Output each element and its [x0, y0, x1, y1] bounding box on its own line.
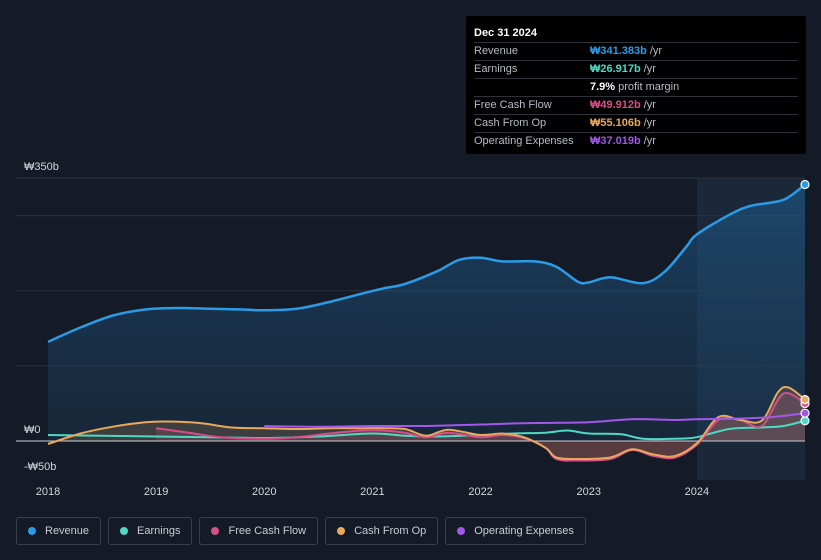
x-tick-label: 2018 [36, 486, 60, 498]
tooltip-row-cash-from-op: Cash From Op ₩55.106b /yr [474, 115, 798, 133]
legend-label: Cash From Op [354, 525, 427, 537]
tooltip-value: ₩37.019b [590, 135, 641, 147]
earnings-endpoint [800, 416, 810, 426]
legend-label: Free Cash Flow [228, 525, 307, 537]
tooltip-row-revenue: Revenue ₩341.383b /yr [474, 43, 798, 61]
tooltip-row-operating-expenses: Operating Expenses ₩37.019b /yr [474, 133, 798, 150]
tooltip-row-earnings: Earnings ₩26.917b /yr [474, 61, 798, 79]
tooltip-label: Earnings [474, 63, 518, 75]
free-cash-flow-area [156, 392, 806, 461]
x-tick-label: 2021 [360, 486, 384, 498]
tooltip-unit: /yr [649, 45, 663, 57]
tooltip-label: Cash From Op [474, 117, 547, 129]
legend-dot-icon [120, 527, 129, 535]
revenue-area [48, 184, 805, 441]
tooltip-label: Operating Expenses [474, 135, 574, 147]
legend-item-operating-expenses[interactable]: Operating Expenses [445, 517, 586, 545]
legend-item-earnings[interactable]: Earnings [108, 517, 193, 545]
legend-label: Operating Expenses [474, 525, 574, 537]
tooltip-unit: /yr [643, 99, 656, 111]
revenue-line [47, 183, 806, 343]
tooltip-unit: /yr [643, 135, 656, 147]
legend-dot-icon [337, 527, 346, 535]
legend-label: Earnings [137, 525, 181, 537]
x-tick-label: 2023 [576, 486, 600, 498]
tooltip-label [474, 79, 590, 96]
x-tick-label: 2020 [252, 486, 276, 498]
x-tick-label: 2019 [144, 486, 168, 498]
tooltip-row-profit-margin: 7.9% profit margin [474, 79, 798, 97]
cash-from-op-endpoint [800, 394, 810, 405]
x-tick-label: 2024 [685, 486, 709, 498]
operating-expenses-line [264, 412, 806, 428]
data-tooltip: Dec 31 2024 Revenue ₩341.383b /yr Earnin… [466, 16, 806, 154]
legend-item-free-cash-flow[interactable]: Free Cash Flow [199, 517, 319, 545]
legend-dot-icon [28, 527, 36, 535]
tooltip-value: ₩341.383b [590, 45, 647, 57]
legend-dot-icon [457, 527, 466, 535]
tooltip-unit: profit margin [618, 81, 680, 93]
legend-item-revenue[interactable]: Revenue [16, 517, 102, 545]
tooltip-label: Revenue [474, 45, 519, 57]
tooltip-value: ₩55.106b [590, 117, 641, 129]
y-label-top: ₩350b [24, 161, 59, 173]
tooltip-unit: /yr [643, 63, 656, 75]
x-tick-label: 2022 [468, 486, 492, 498]
tooltip-unit: /yr [643, 117, 656, 129]
chart-legend: Revenue Earnings Free Cash Flow Cash Fro… [16, 517, 593, 545]
tooltip-date: Dec 31 2024 [474, 24, 798, 43]
legend-item-cash-from-op[interactable]: Cash From Op [325, 517, 439, 545]
y-label-zero: ₩0 [24, 424, 41, 436]
operating-expenses-endpoint [800, 408, 810, 418]
y-label-bottom: -₩50b [24, 461, 56, 473]
tooltip-label: Free Cash Flow [474, 99, 552, 111]
legend-dot-icon [211, 527, 220, 535]
tooltip-value: ₩26.917b [590, 63, 641, 75]
revenue-endpoint [800, 179, 810, 190]
tooltip-value: ₩49.912b [590, 99, 641, 111]
tooltip-row-free-cash-flow: Free Cash Flow ₩49.912b /yr [474, 97, 798, 115]
legend-label: Revenue [45, 525, 90, 537]
tooltip-value: 7.9% [590, 81, 616, 93]
